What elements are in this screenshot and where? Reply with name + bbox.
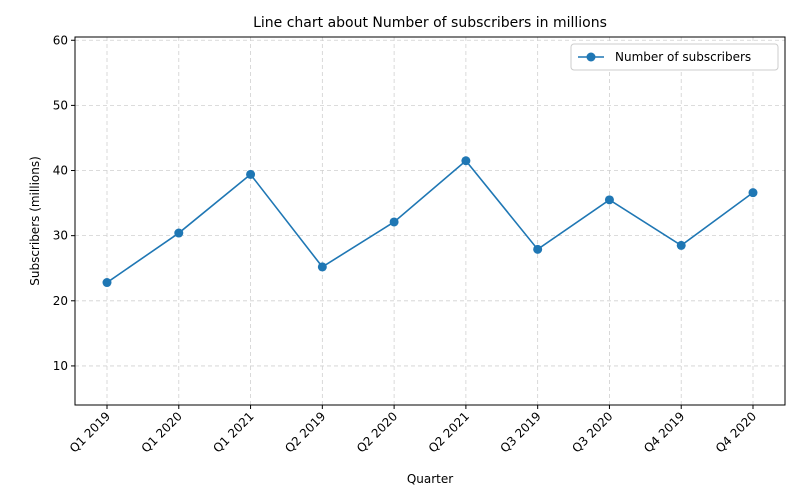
data-point [246,169,256,179]
data-point [604,195,614,205]
data-point [102,278,112,288]
legend: Number of subscribers [570,43,779,71]
data-point [461,156,471,166]
data-point [174,228,184,238]
legend-marker [586,52,596,62]
chart-title: Line chart about Number of subscribers i… [253,15,607,31]
y-axis-label: Subscribers (millions) [28,156,42,286]
data-point [389,217,399,227]
y-tick-label: 40 [53,164,68,178]
legend-label: Number of subscribers [615,50,751,64]
data-point [533,244,543,254]
y-tick-label: 60 [53,33,68,47]
y-tick-label: 20 [53,294,68,308]
series-layer [102,156,758,288]
series-line [106,159,754,284]
plot-frame [74,36,786,406]
x-axis-label: Quarter [407,472,453,486]
y-tick-label: 10 [53,359,68,373]
legend-box [570,43,779,71]
y-tick-label: 30 [53,229,68,243]
data-point [317,262,327,272]
data-point [748,188,758,198]
data-point [676,240,686,250]
y-tick-label: 50 [53,98,68,112]
